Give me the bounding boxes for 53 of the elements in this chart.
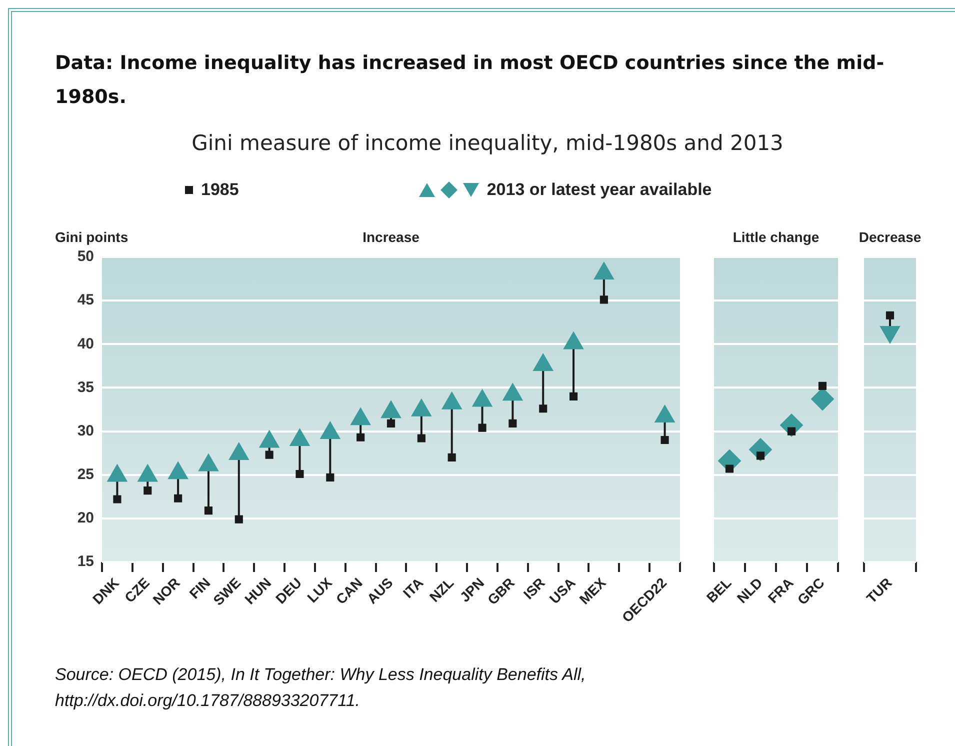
point [356,433,365,442]
point [113,495,122,504]
point [380,400,402,418]
point [787,427,796,436]
x-tick-label: TUR [863,574,895,606]
y-tick-label: 45 [77,292,94,309]
point [411,398,432,416]
legend-label: 2013 or latest year available [486,180,712,200]
text: Gini measure of income inequality, mid-1980s and 2013 [190,131,784,155]
point [296,470,304,478]
point [533,354,554,372]
chart-title: Increase [362,229,420,245]
point [265,450,274,459]
chart-title: Little change [732,229,820,245]
point [417,434,426,442]
point [326,473,334,482]
point [725,464,734,473]
point [756,452,765,460]
y-tick-label: 35 [77,378,94,396]
y-tick-label: 25 [77,466,94,483]
point [234,515,243,524]
x-tick-label: ISR [520,574,548,602]
y-tick-label: 30 [77,422,94,440]
point [660,436,669,444]
point [204,506,213,515]
source-note: Source: OECD (2015), In It Together: Why Less Inequality Benefits All, http://dx.doi.org/10.1787/888933207711. [55,664,587,712]
text: Data: Income inequality has increased in most OECD countries since the mid-1980s. [55,51,886,110]
chart-title: Decrease [858,229,922,245]
point [386,419,396,428]
point [442,392,462,410]
point [174,494,182,502]
point [564,332,584,350]
point [508,419,517,428]
legend-label: 1985 [201,180,239,200]
point [448,453,456,462]
y-axis-title: Gini points [55,229,128,245]
point [478,424,486,432]
y-tick-label: 50 [77,248,94,266]
point [502,383,523,401]
x-tick-label: USA [546,574,578,607]
y-tick-label: 15 [77,553,94,570]
point [320,422,340,440]
point [594,262,614,280]
x-tick-label: BEL [703,574,735,606]
y-tick-label: 20 [77,510,94,527]
x-tick-label: ITA [400,574,426,602]
x-tick-label: NZL [426,574,458,606]
point [350,408,371,426]
y-tick-label: 40 [77,335,94,352]
point [144,486,152,495]
point [472,389,492,407]
point [818,382,827,390]
x-tick-label: FIN [186,574,214,602]
